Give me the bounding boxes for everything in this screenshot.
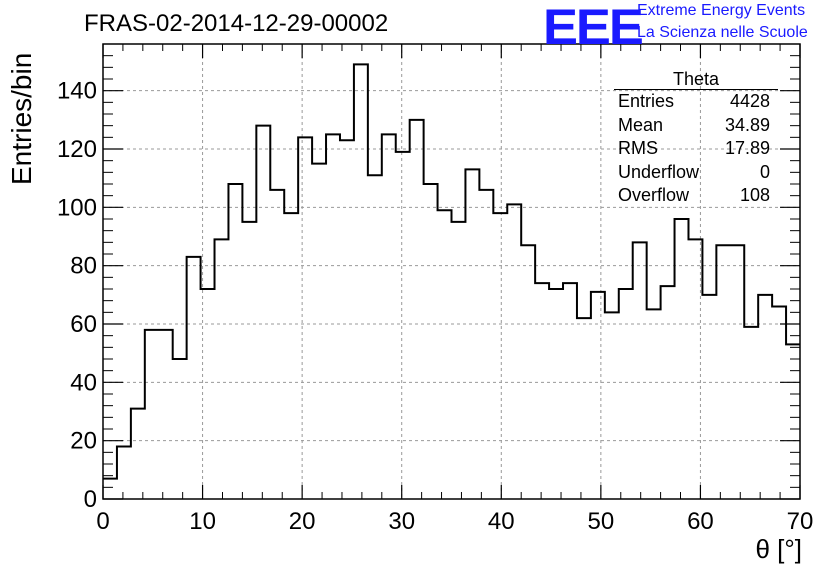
stats-value: 17.89 (724, 138, 770, 159)
y-tick-label: 100 (57, 194, 97, 221)
y-tick-label: 120 (57, 136, 97, 163)
y-tick-label: 60 (70, 311, 97, 338)
x-tick-label: 20 (289, 508, 316, 535)
stats-value: 0 (759, 161, 770, 182)
x-tick-label: 0 (96, 508, 109, 535)
tick-labels: 0 10 20 30 40 50 60 70 0 20 40 60 80 100 120 140 (57, 78, 813, 535)
stats-value: 4428 (729, 91, 770, 111)
x-tick-label: 50 (588, 508, 615, 535)
logo-line-1: Extreme Energy Events (637, 2, 806, 19)
y-tick-label: 80 (70, 253, 97, 280)
x-tick-label: 30 (388, 508, 415, 535)
axis-ticks (102, 43, 801, 500)
eee-logo: EEE (543, 0, 644, 55)
stats-value: 34.89 (724, 114, 770, 135)
grid-lines (103, 44, 800, 499)
stats-value: 108 (739, 185, 770, 206)
y-tick-label: 20 (70, 428, 97, 455)
stats-row-entries: Entries 4428 (610, 90, 778, 114)
stats-label: RMS (618, 138, 658, 159)
x-tick-label: 10 (189, 508, 216, 535)
stats-label: Overflow (618, 185, 690, 206)
stats-row-mean: Mean 34.89 (610, 114, 778, 138)
stats-name: Theta (614, 70, 778, 90)
stats-label: Entries (618, 91, 675, 111)
logo-line-2: La Scienza nelle Scuole (637, 24, 808, 41)
stats-box: Theta Entries 4428 Mean 34.89 RMS 17.89 … (610, 70, 778, 208)
y-tick-label: 40 (70, 369, 97, 396)
chart-title: FRAS-02-2014-12-29-00002 (84, 10, 389, 37)
x-tick-label: 60 (687, 508, 714, 535)
plot-frame (102, 43, 801, 500)
y-tick-label: 140 (57, 78, 97, 105)
histogram-series-theta (103, 63, 800, 480)
x-tick-label: 70 (787, 508, 814, 535)
stats-label: Mean (618, 114, 664, 135)
x-axis-label: θ [°] (755, 534, 802, 564)
y-tick-label: 0 (84, 486, 97, 513)
x-tick-label: 40 (488, 508, 515, 535)
stats-row-rms: RMS 17.89 (610, 137, 778, 161)
stats-label: Underflow (618, 161, 700, 182)
stats-row-overflow: Overflow 108 (610, 184, 778, 208)
stats-row-underflow: Underflow 0 (610, 161, 778, 185)
y-axis-label: Entries/bin (6, 52, 37, 185)
